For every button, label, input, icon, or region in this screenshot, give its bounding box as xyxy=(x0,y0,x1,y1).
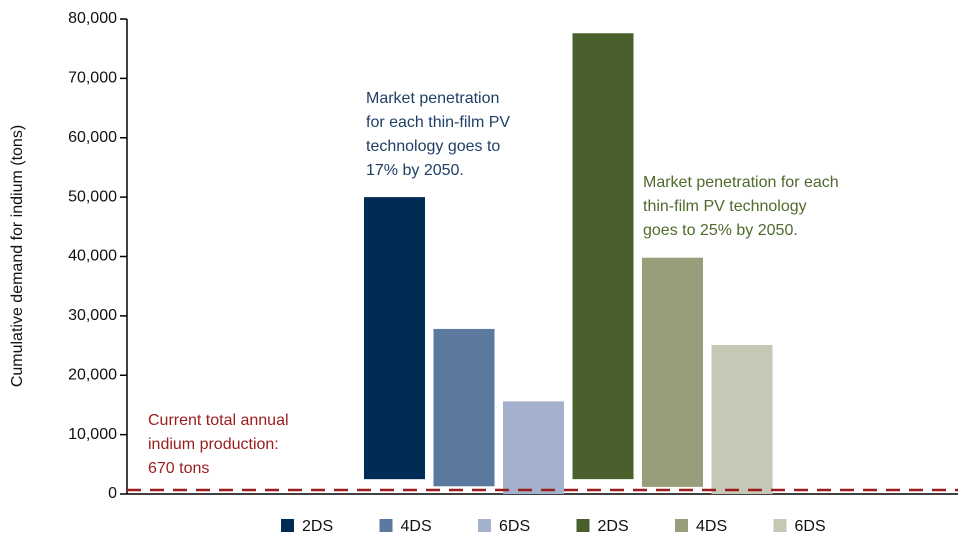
y-tick-label: 30,000 xyxy=(68,307,117,324)
bar xyxy=(711,344,773,494)
y-tick-label: 10,000 xyxy=(68,426,117,443)
y-tick-label: 50,000 xyxy=(68,188,117,205)
bar xyxy=(364,197,425,480)
y-tick-label: 0 xyxy=(108,485,117,502)
y-tick-label: 60,000 xyxy=(68,129,117,146)
y-tick-label: 70,000 xyxy=(68,70,117,87)
annotation: Market penetration xyxy=(366,90,499,107)
legend-label: 4DS xyxy=(401,518,432,535)
annotation: technology goes to xyxy=(366,138,500,155)
annotation: Market penetration for each xyxy=(643,174,839,191)
annotation: thin-film PV technology xyxy=(643,198,807,215)
annotation: goes to 25% by 2050. xyxy=(643,222,798,239)
legend-swatch xyxy=(675,519,688,532)
annotation: Current total annual xyxy=(148,412,289,429)
annotation: 17% by 2050. xyxy=(366,162,464,179)
bar xyxy=(433,328,495,487)
legend-swatch xyxy=(478,519,491,532)
legend-label: 2DS xyxy=(302,518,333,535)
legend-label: 2DS xyxy=(598,518,629,535)
bar xyxy=(572,33,634,480)
annotation: for each thin-film PV xyxy=(366,114,510,131)
y-tick-label: 80,000 xyxy=(68,10,117,27)
y-axis-label: Cumulative demand for indium (tons) xyxy=(9,125,26,387)
bar xyxy=(642,257,703,487)
legend-swatch xyxy=(576,519,590,532)
legend-swatch xyxy=(773,519,787,532)
bar xyxy=(503,401,564,494)
legend-swatch xyxy=(281,519,294,532)
legend-label: 6DS xyxy=(499,518,530,535)
legend-label: 4DS xyxy=(696,518,727,535)
y-tick-label: 20,000 xyxy=(68,366,117,383)
annotation: 670 tons xyxy=(148,460,209,477)
annotation: indium production: xyxy=(148,436,279,453)
legend-label: 6DS xyxy=(795,518,826,535)
y-tick-label: 40,000 xyxy=(68,248,117,265)
legend-swatch xyxy=(379,519,393,532)
